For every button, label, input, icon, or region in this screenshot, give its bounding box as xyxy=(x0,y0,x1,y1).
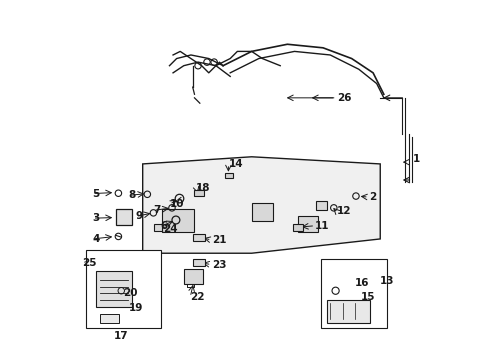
Text: 17: 17 xyxy=(114,331,128,341)
Text: 15: 15 xyxy=(360,292,374,302)
Text: 4: 4 xyxy=(93,234,100,244)
Text: 26: 26 xyxy=(336,93,350,103)
Bar xyxy=(116,208,132,225)
Bar xyxy=(321,258,386,328)
Text: 22: 22 xyxy=(190,292,204,302)
Bar xyxy=(251,203,272,221)
Bar xyxy=(192,258,205,266)
Text: 9: 9 xyxy=(135,211,142,221)
Bar xyxy=(298,216,317,232)
Text: 23: 23 xyxy=(211,260,225,270)
Text: 24: 24 xyxy=(163,224,177,234)
Text: 20: 20 xyxy=(123,288,137,297)
Text: 21: 21 xyxy=(211,235,225,245)
Bar xyxy=(100,314,119,323)
Text: 6: 6 xyxy=(160,221,167,231)
Bar xyxy=(162,208,194,232)
Text: 11: 11 xyxy=(315,221,329,231)
Bar xyxy=(85,249,160,328)
Text: 25: 25 xyxy=(82,258,96,268)
Text: 13: 13 xyxy=(379,276,393,286)
Bar xyxy=(193,190,203,196)
Text: 8: 8 xyxy=(128,190,135,201)
Text: 3: 3 xyxy=(93,213,100,223)
Text: 12: 12 xyxy=(336,206,350,216)
Text: 16: 16 xyxy=(354,278,368,288)
Bar xyxy=(225,173,233,178)
Text: 19: 19 xyxy=(128,302,142,312)
Text: 2: 2 xyxy=(368,192,375,202)
Text: 10: 10 xyxy=(169,199,183,209)
Text: 5: 5 xyxy=(93,189,100,199)
PathPatch shape xyxy=(142,157,380,253)
Text: 1: 1 xyxy=(411,154,419,163)
Bar xyxy=(192,234,205,242)
Bar xyxy=(183,269,203,284)
Text: 14: 14 xyxy=(228,159,243,169)
Bar xyxy=(326,300,369,323)
Bar xyxy=(96,271,132,307)
Bar xyxy=(315,202,326,210)
Bar xyxy=(292,224,302,231)
Text: 7: 7 xyxy=(153,205,161,215)
Text: 18: 18 xyxy=(196,183,210,193)
Bar xyxy=(154,224,162,231)
